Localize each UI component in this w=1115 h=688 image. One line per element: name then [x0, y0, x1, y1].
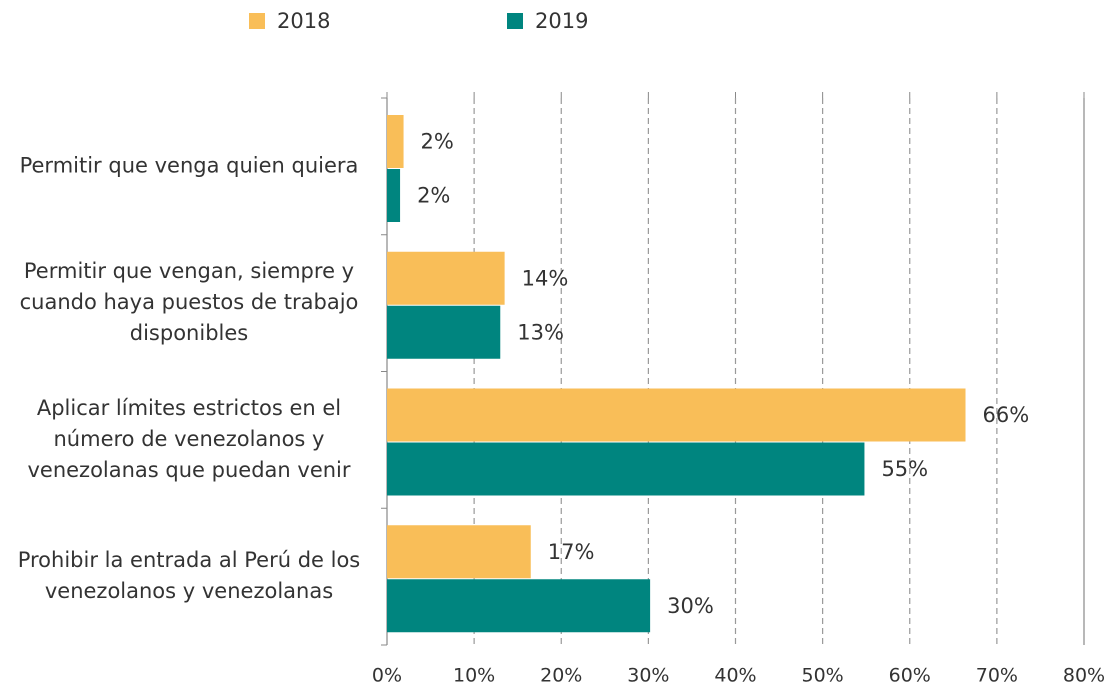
x-tick-label: 80%: [1063, 665, 1105, 687]
value-label: 13%: [517, 320, 564, 344]
x-tick-label: 40%: [714, 665, 756, 687]
value-label: 66%: [983, 403, 1030, 427]
bar: [387, 579, 651, 633]
value-label: 30%: [667, 594, 714, 618]
value-label: 2%: [417, 184, 450, 208]
category-label: Permitir que venga quien quiera: [20, 153, 359, 177]
legend-label: 2019: [535, 9, 588, 33]
x-tick-label: 50%: [802, 665, 844, 687]
bar: [387, 442, 865, 496]
legend-swatch: [249, 13, 265, 29]
value-label: 2%: [421, 130, 454, 154]
bar: [387, 251, 505, 305]
x-tick-label: 60%: [889, 665, 931, 687]
x-tick-label: 10%: [453, 665, 495, 687]
x-tick-label: 30%: [627, 665, 669, 687]
legend-swatch: [507, 13, 523, 29]
value-label: 17%: [548, 540, 595, 564]
category-label: Prohibir la entrada al Perú de los venezo…: [18, 548, 361, 603]
bar: [387, 169, 401, 222]
x-tick-label: 20%: [540, 665, 582, 687]
legend-label: 2018: [277, 9, 330, 33]
bar: [387, 115, 404, 168]
x-tick-label: 70%: [976, 665, 1018, 687]
category-label: Permitir que vengan, siempre y cuando hay…: [20, 259, 359, 345]
bar: [387, 388, 966, 442]
bar: [387, 525, 531, 579]
value-label: 14%: [522, 266, 569, 290]
x-tick-label: 0%: [372, 665, 402, 687]
value-label: 55%: [881, 457, 928, 481]
bar: [387, 305, 501, 359]
category-label: Aplicar límites estrictos en el número de…: [27, 396, 350, 482]
